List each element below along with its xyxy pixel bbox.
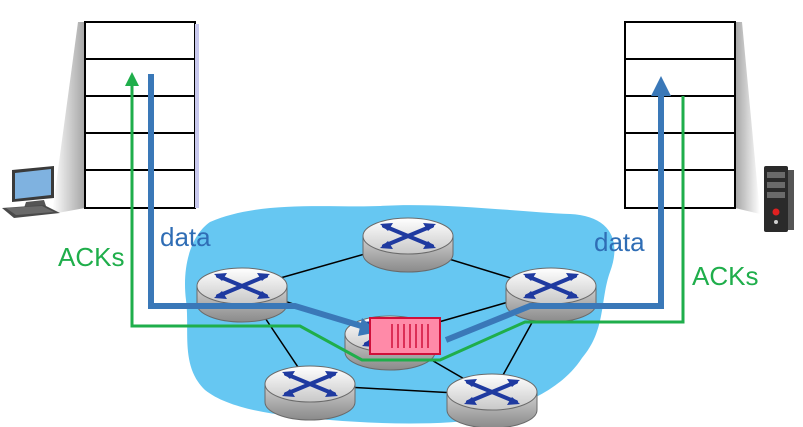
router-icon [362, 216, 454, 274]
router-icon [196, 266, 288, 324]
data-label-right: data [594, 227, 645, 257]
router-queue-buffer-icon [369, 317, 441, 355]
router-icon [446, 372, 538, 427]
router-icon [505, 266, 597, 324]
data-flow-path-egress [444, 92, 664, 343]
data-arrowhead-right [651, 76, 671, 96]
ack-flow-path [130, 84, 685, 362]
desktop-computer-icon [2, 166, 60, 218]
acks-label-right: ACKs [692, 261, 759, 291]
left-protocol-stack [52, 21, 199, 214]
router-icon [264, 364, 356, 422]
ack-arrowhead-left [125, 72, 139, 86]
data-label-left: data [160, 222, 211, 252]
data-flow-path [148, 74, 369, 331]
right-protocol-stack [624, 21, 760, 214]
acks-label-left: ACKs [58, 242, 125, 272]
server-tower-icon [764, 166, 794, 232]
